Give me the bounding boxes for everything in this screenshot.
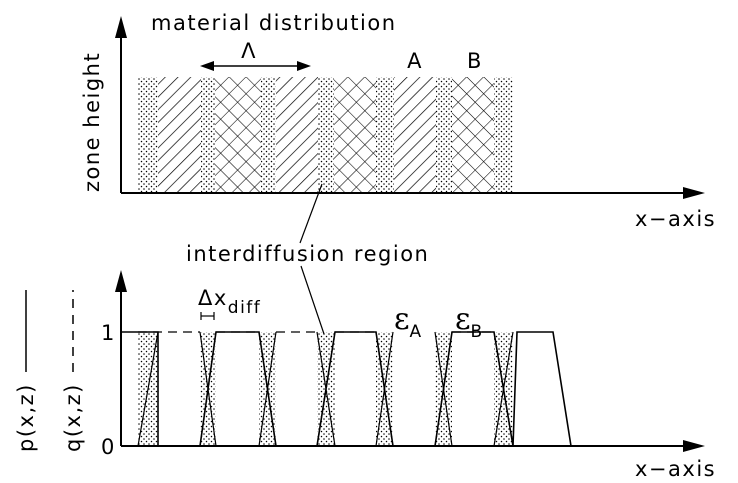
x-axis-top-label: x−axis <box>635 207 716 231</box>
material-a-stripe <box>158 77 201 193</box>
p-label: p(x,z) <box>14 383 38 452</box>
epsilon-b-label: εB <box>455 302 482 342</box>
epsilon-a-subscript: A <box>410 322 422 342</box>
dotted-stripe <box>436 77 452 193</box>
period-symbol: Λ <box>241 39 257 63</box>
period-arrowhead-right <box>297 61 311 71</box>
epsilon-a-symbol: ε <box>394 302 410 337</box>
callout-leader-top <box>299 183 323 244</box>
dotted-stripe <box>376 77 394 193</box>
top-panel: material distribution Λ A B zone height … <box>80 11 716 231</box>
delta-x-subscript: diff <box>228 298 261 318</box>
q-label: q(x,z) <box>61 383 85 452</box>
x-axis-bottom-arrowhead <box>683 440 705 452</box>
zone-height-arrowhead <box>115 16 127 38</box>
dotted-stripe <box>138 77 158 193</box>
period-arrowhead-left <box>200 61 214 71</box>
epsilon-b-subscript: B <box>471 322 483 342</box>
tick-one-label: 1 <box>101 321 116 345</box>
delta-x-symbol: Δx <box>198 286 228 310</box>
dotted-stripe <box>201 77 215 193</box>
q-transition-line <box>199 331 217 447</box>
q-transition-line <box>493 331 514 447</box>
q-transition-line <box>316 331 336 447</box>
zone-height-label: zone height <box>80 52 104 192</box>
material-a-label: A <box>407 49 423 73</box>
material-b-stripe <box>215 77 261 193</box>
delta-x-label: Δxdiff <box>198 286 261 318</box>
dotted-stripe <box>318 77 334 193</box>
epsilon-a-label: εA <box>394 302 422 342</box>
interdiffusion-callout: interdiffusion region <box>186 183 429 335</box>
material-a-stripe <box>394 77 436 193</box>
bottom-panel: 1 0 Δxdiff εA εB p(x,z) q(x,z) x−axis <box>14 270 716 481</box>
q-transition-line <box>137 331 159 447</box>
x-axis-top-arrowhead <box>683 187 705 199</box>
interdiffusion-region-label: interdiffusion region <box>186 242 429 266</box>
material-b-label: B <box>467 49 483 73</box>
material-b-stripe <box>334 77 376 193</box>
q-transition-line <box>375 331 394 447</box>
x-axis-bottom-label: x−axis <box>635 457 716 481</box>
callout-leader-bottom <box>300 265 325 335</box>
epsilon-b-symbol: ε <box>455 302 471 337</box>
tick-zero-label: 0 <box>101 435 116 459</box>
profile-y-arrowhead <box>115 270 127 292</box>
q-transition-line <box>434 331 453 447</box>
material-b-stripe <box>452 77 494 193</box>
material-distribution-title: material distribution <box>151 11 397 35</box>
p-profile-tail <box>512 331 572 447</box>
dotted-stripe <box>261 77 276 193</box>
q-transition-line <box>258 331 277 447</box>
dotted-stripe <box>494 77 513 193</box>
material-a-stripe <box>276 77 318 193</box>
